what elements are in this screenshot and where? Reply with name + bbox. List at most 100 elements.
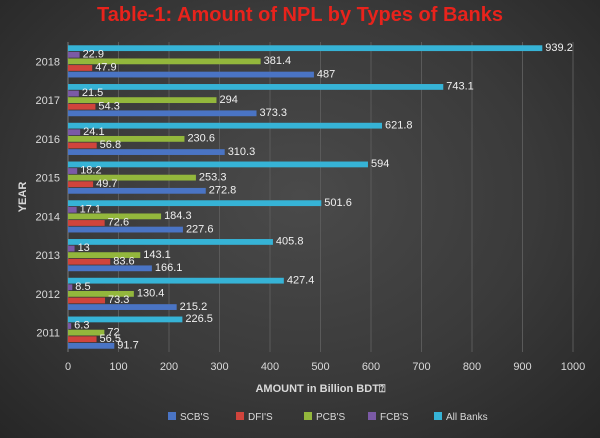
x-tick-label: 1000 xyxy=(561,361,585,373)
bar xyxy=(68,135,185,142)
bar xyxy=(68,316,183,323)
data-label: 24.1 xyxy=(83,126,104,138)
x-tick-label: 400 xyxy=(261,361,279,373)
data-label: 91.7 xyxy=(117,340,138,352)
data-label: 49.7 xyxy=(96,178,117,190)
data-label: 56.5 xyxy=(100,333,121,345)
data-label: 621.8 xyxy=(385,119,413,131)
bar xyxy=(68,65,93,71)
legend-label: DFI'S xyxy=(248,412,273,423)
bar xyxy=(68,161,368,168)
y-tick-label: 2018 xyxy=(36,56,60,68)
data-label: 54.3 xyxy=(98,100,119,112)
data-label: 130.4 xyxy=(137,288,165,300)
data-label: 487 xyxy=(317,68,335,80)
data-label: 143.1 xyxy=(143,249,171,261)
data-label: 72 xyxy=(107,326,119,338)
bar xyxy=(68,149,225,155)
bar xyxy=(68,129,81,136)
bar xyxy=(68,168,78,174)
x-tick-label: 200 xyxy=(160,361,178,373)
x-tick-label: 900 xyxy=(513,361,531,373)
data-label: 939.2 xyxy=(545,42,573,54)
bar xyxy=(68,84,444,90)
x-tick-label: 300 xyxy=(210,361,228,373)
data-label: 21.5 xyxy=(82,87,103,99)
x-tick-label: 100 xyxy=(109,361,127,373)
bar xyxy=(68,284,73,291)
chart-title: Table-1: Amount of NPL by Types of Banks xyxy=(97,4,503,26)
bar xyxy=(68,58,261,65)
legend-swatch xyxy=(368,412,376,420)
legend-swatch xyxy=(304,412,312,420)
bar xyxy=(68,174,196,181)
bar xyxy=(68,239,273,245)
y-tick-label: 2012 xyxy=(36,289,60,301)
data-label: 17.1 xyxy=(80,203,101,215)
bar xyxy=(68,45,543,52)
bar xyxy=(68,213,162,220)
bar xyxy=(68,329,105,336)
legend-swatch xyxy=(236,412,244,420)
bar xyxy=(68,71,314,78)
x-tick-label: 500 xyxy=(311,361,329,373)
data-label: 6.3 xyxy=(74,320,89,332)
data-label: 83.6 xyxy=(113,255,134,267)
bar xyxy=(68,181,94,188)
x-tick-label: 700 xyxy=(412,361,430,373)
y-tick-label: 2016 xyxy=(36,134,60,146)
bar xyxy=(68,110,257,117)
x-axis-title: AMOUNT in Billion BDT⍰ xyxy=(255,383,385,395)
bar xyxy=(68,342,115,349)
data-label: 373.3 xyxy=(260,107,288,119)
bar xyxy=(68,97,217,104)
legend-label: SCB'S xyxy=(180,412,209,423)
data-label: 166.1 xyxy=(155,262,183,274)
y-tick-label: 2015 xyxy=(36,173,60,185)
bar xyxy=(68,245,75,252)
y-tick-label: 2011 xyxy=(36,328,60,340)
data-label: 310.3 xyxy=(228,146,256,158)
data-label: 184.3 xyxy=(164,210,192,222)
data-label: 427.4 xyxy=(287,274,315,286)
data-label: 13 xyxy=(78,242,90,254)
data-label: 230.6 xyxy=(187,133,215,145)
legend-swatch xyxy=(168,412,176,420)
bar xyxy=(68,277,284,284)
bar xyxy=(68,323,72,329)
bar xyxy=(68,258,111,265)
x-tick-label: 0 xyxy=(65,361,71,373)
data-label: 226.5 xyxy=(185,313,213,325)
bar xyxy=(68,206,77,213)
legend-label: All Banks xyxy=(446,412,488,423)
data-label: 56.8 xyxy=(100,139,121,151)
data-label: 215.2 xyxy=(180,301,208,313)
data-label: 405.8 xyxy=(276,236,304,248)
data-label: 8.5 xyxy=(75,281,90,293)
bar xyxy=(68,220,105,226)
bar xyxy=(68,297,106,304)
data-label: 381.4 xyxy=(264,55,292,67)
data-label: 272.8 xyxy=(209,185,237,197)
x-tick-label: 600 xyxy=(362,361,380,373)
y-axis-title: YEAR xyxy=(17,182,29,213)
legend-swatch xyxy=(434,412,442,420)
bar xyxy=(68,226,183,233)
legend-label: FCB'S xyxy=(380,412,409,423)
data-label: 22.9 xyxy=(83,48,104,60)
data-label: 47.9 xyxy=(95,62,116,74)
bar xyxy=(68,200,322,207)
data-label: 227.6 xyxy=(186,223,214,235)
bar xyxy=(68,122,383,129)
data-label: 72.6 xyxy=(108,217,129,229)
y-tick-label: 2017 xyxy=(36,95,60,107)
data-label: 501.6 xyxy=(324,197,352,209)
bar xyxy=(68,51,80,58)
bar xyxy=(68,252,141,259)
y-tick-label: 2014 xyxy=(36,211,60,223)
bar xyxy=(68,290,134,297)
bar xyxy=(68,90,79,97)
data-label: 73.3 xyxy=(108,294,129,306)
